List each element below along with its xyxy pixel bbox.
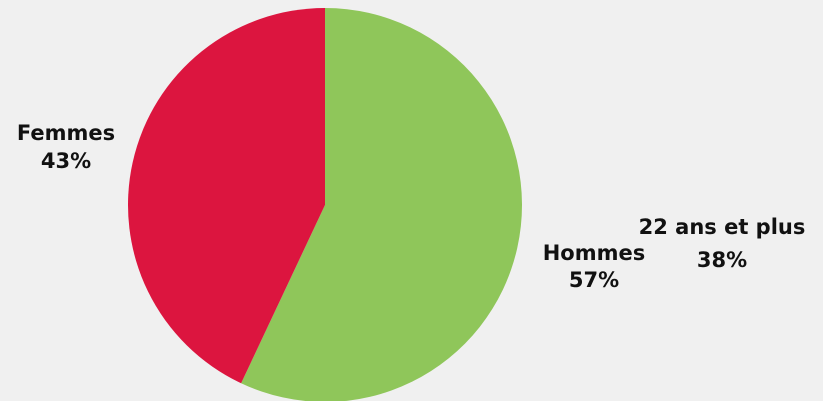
slice-value-hommes: 57%	[569, 268, 619, 292]
slice-label-hommes: Hommes	[543, 241, 646, 265]
slices-layer	[128, 8, 522, 401]
annotation-label-22-ans: 22 ans et plus	[639, 215, 806, 239]
pie-slice-hommes	[241, 8, 522, 401]
slice-label-femmes: Femmes	[17, 121, 115, 145]
slice-value-femmes: 43%	[41, 149, 91, 173]
pie-slice-femmes	[128, 8, 325, 384]
annotation-value-22-ans: 38%	[697, 248, 747, 272]
labels-layer: Hommes 57% Femmes 43% 22 ans et plus 38%	[17, 121, 806, 292]
